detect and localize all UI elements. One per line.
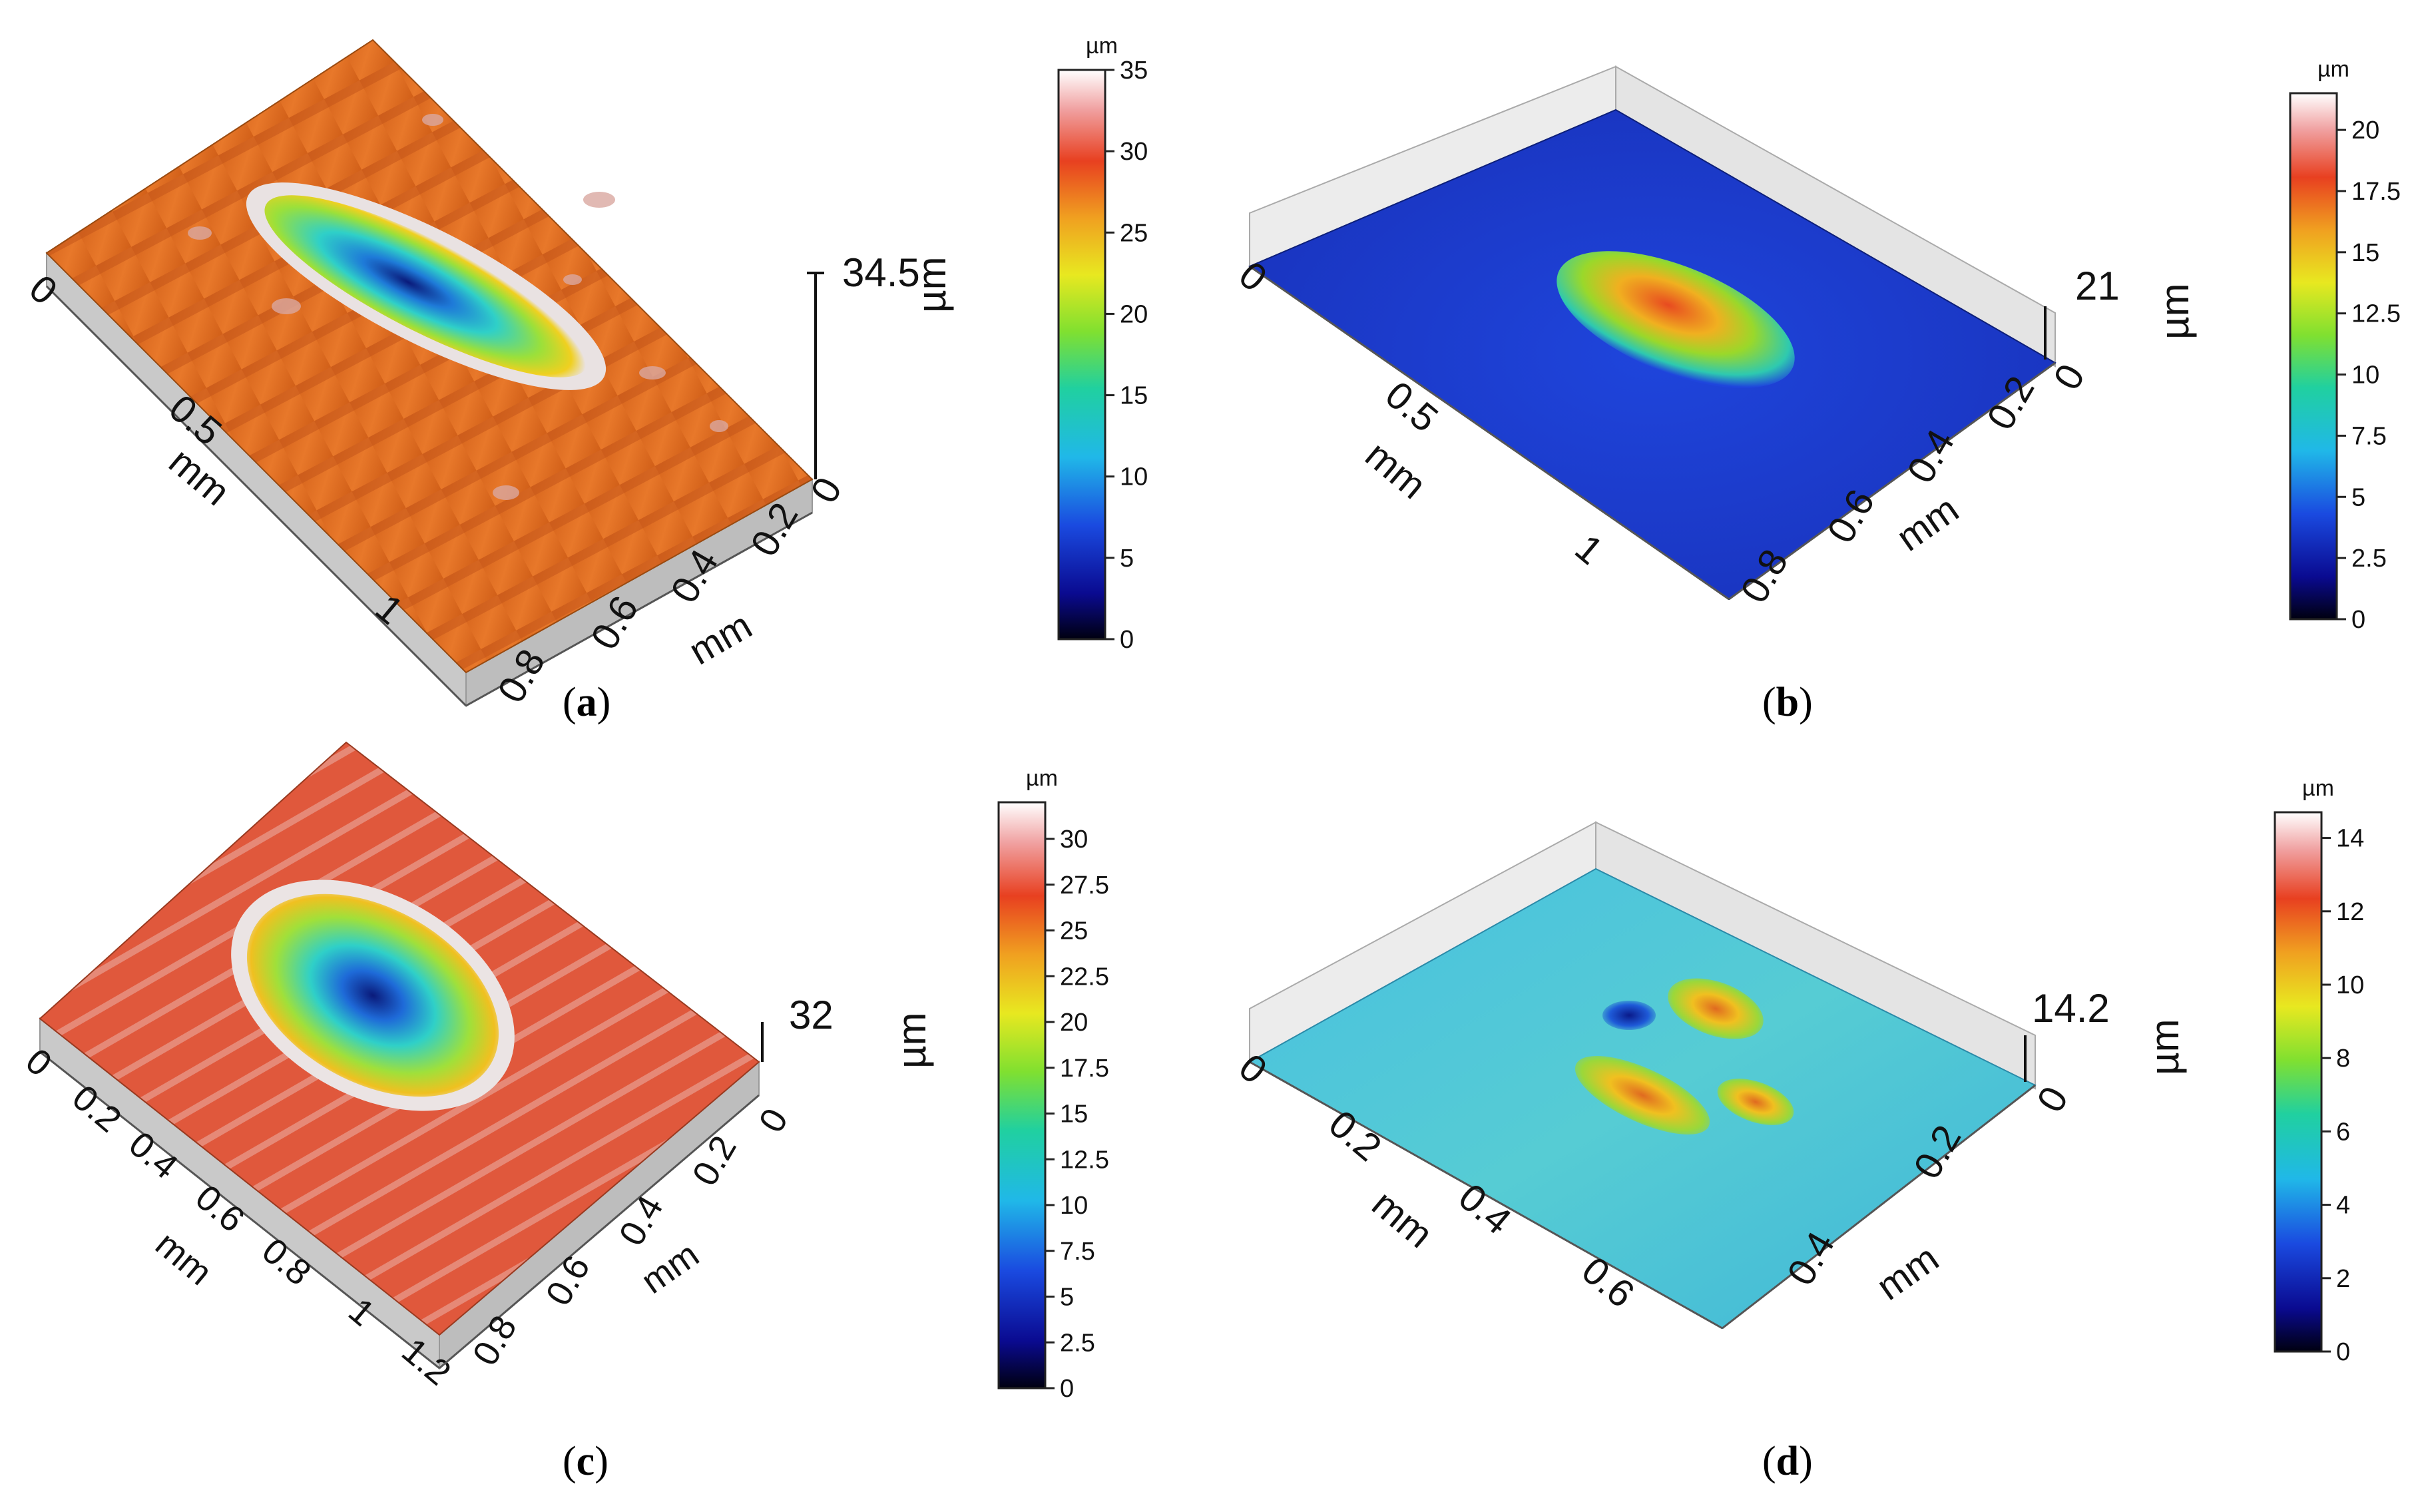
z-max-label: 21 bbox=[2075, 264, 2120, 308]
colorbar-unit: µm bbox=[2317, 57, 2349, 82]
colorbar-tick-label: 15 bbox=[1060, 1101, 1088, 1129]
colorbar-tick-label: 0 bbox=[1120, 626, 1134, 654]
colorbar-tick-label: 4 bbox=[2336, 1192, 2350, 1220]
caption-c: (c) bbox=[563, 1439, 608, 1484]
wear-bump bbox=[1668, 978, 1764, 1039]
surface-plot-d: 14.2 µm 0 0.2 0.4 0.6 mm 0.4 0.2 0 mm bbox=[1231, 821, 2187, 1330]
colorbar-tick-label: 5 bbox=[1060, 1284, 1074, 1312]
colorbar-tick-label: 17.5 bbox=[1060, 1055, 1109, 1083]
surface-plot-a: 34.5 µm 0 0.5 1 mm 0.8 0.6 0.4 0.2 0 mm bbox=[21, 39, 954, 710]
colorbar-tick-label: 5 bbox=[1120, 545, 1134, 573]
panel-b: 21 µm 0 0.5 1 mm 0.8 0.6 0.4 0.2 0 mm µm… bbox=[1210, 0, 2420, 756]
back-right-wall bbox=[1615, 65, 2056, 368]
colorbar-tick-label: 7.5 bbox=[2351, 422, 2387, 450]
caption-b: (b) bbox=[1762, 680, 1813, 725]
colorbar-unit: µm bbox=[1026, 766, 1058, 791]
panel-d: 14.2 µm 0 0.2 0.4 0.6 mm 0.4 0.2 0 mm µm… bbox=[1210, 756, 2420, 1512]
caption-a: (a) bbox=[563, 680, 611, 725]
colorbar-tick-label: 12.5 bbox=[2351, 300, 2401, 328]
colorbar-tick-label: 10 bbox=[2336, 971, 2364, 999]
colorbar-tick-label: 7.5 bbox=[1060, 1238, 1095, 1266]
panel-c: 32 µm 0 0.2 0.4 0.6 0.8 1 1.2 mm 0.8 0.6… bbox=[0, 741, 1210, 1512]
panel-a: 34.5 µm 0 0.5 1 mm 0.8 0.6 0.4 0.2 0 mm … bbox=[0, 0, 1210, 756]
crater bbox=[246, 893, 499, 1097]
colorbar-tick-label: 30 bbox=[1060, 826, 1088, 854]
colorbar-tick-label: 30 bbox=[1120, 138, 1148, 166]
colorbar-unit: µm bbox=[2302, 776, 2334, 801]
colorbar-tick-label: 5 bbox=[2351, 483, 2365, 511]
colorbar-tick-label: 12 bbox=[2336, 898, 2364, 926]
colorbar-tick-label: 0 bbox=[1060, 1375, 1074, 1403]
colorbar-tick-label: 14 bbox=[2336, 825, 2364, 853]
colorbar-tick-label: 25 bbox=[1060, 917, 1088, 945]
colorbar-c: µm 0 2.5 5 7.5 10 12.5 15 17.5 20 22.5 25 27.5 30 bbox=[997, 766, 1109, 1403]
colorbar-gradient bbox=[997, 801, 1047, 1389]
caption-letter: c bbox=[576, 1439, 595, 1484]
colorbar-tick-label: 2.5 bbox=[1060, 1329, 1095, 1357]
colorbar-tick-label: 20 bbox=[1060, 1009, 1088, 1037]
colorbar-tick-label: 20 bbox=[1120, 300, 1148, 328]
z-max-label: 14.2 bbox=[2032, 986, 2110, 1031]
z-unit-label: µm bbox=[909, 256, 954, 313]
colorbar-gradient bbox=[2274, 811, 2323, 1353]
colorbar-tick-label: 6 bbox=[2336, 1118, 2350, 1146]
z-max-label: 34.5 bbox=[842, 250, 920, 295]
surface-specks bbox=[188, 114, 728, 500]
surface-plot-b: 21 µm 0 0.5 1 mm 0.8 0.6 0.4 0.2 0 mm bbox=[1231, 65, 2197, 611]
colorbar-tick-label: 2 bbox=[2336, 1265, 2350, 1293]
caption-d: (d) bbox=[1762, 1439, 1813, 1484]
surface-plot-c: 32 µm 0 0.2 0.4 0.6 0.8 1 1.2 mm 0.8 0.6… bbox=[18, 741, 934, 1393]
colorbar-gradient bbox=[2289, 92, 2338, 621]
colorbar-unit: µm bbox=[1086, 33, 1118, 59]
colorbar-tick-label: 10 bbox=[1120, 463, 1148, 491]
colorbar-b: µm 0 2.5 5 7.5 10 12.5 15 17.5 20 bbox=[2289, 57, 2401, 634]
caption-letter: b bbox=[1776, 680, 1800, 725]
wear-pit bbox=[1602, 1001, 1656, 1030]
colorbar-tick-label: 8 bbox=[2336, 1045, 2350, 1073]
z-unit-label: µm bbox=[889, 1012, 934, 1069]
colorbar-tick-label: 25 bbox=[1120, 219, 1148, 247]
colorbar-tick-label: 12.5 bbox=[1060, 1146, 1109, 1174]
colorbar-tick-label: 35 bbox=[1120, 57, 1148, 85]
colorbar-tick-label: 15 bbox=[1120, 382, 1148, 410]
colorbar-tick-label: 0 bbox=[2351, 606, 2365, 634]
back-right-wall bbox=[1595, 821, 2036, 1090]
surface-top bbox=[45, 39, 814, 674]
colorbar-tick-label: 27.5 bbox=[1060, 872, 1109, 899]
crater bbox=[264, 195, 588, 378]
colorbar-tick-label: 22.5 bbox=[1060, 963, 1109, 991]
colorbar-tick-label: 15 bbox=[2351, 239, 2379, 267]
colorbar-tick-label: 10 bbox=[2351, 362, 2379, 389]
colorbar-gradient bbox=[1057, 69, 1106, 640]
colorbar-tick-label: 20 bbox=[2351, 117, 2379, 144]
colorbar-tick-label: 2.5 bbox=[2351, 545, 2387, 573]
wear-bump bbox=[1717, 1079, 1794, 1125]
colorbar-tick-label: 10 bbox=[1060, 1192, 1088, 1220]
caption-letter: a bbox=[576, 680, 597, 725]
colorbar-d: µm 0 2 4 6 8 10 12 14 bbox=[2274, 776, 2364, 1366]
z-unit-label: µm bbox=[2142, 1019, 2187, 1075]
wear-bump bbox=[1574, 1056, 1710, 1134]
colorbar-tick-label: 0 bbox=[2336, 1338, 2350, 1366]
z-unit-label: µm bbox=[2152, 283, 2197, 340]
wear-bump bbox=[1557, 251, 1795, 388]
z-max-label: 32 bbox=[789, 993, 834, 1037]
colorbar-tick-label: 17.5 bbox=[2351, 178, 2401, 206]
caption-letter: d bbox=[1776, 1439, 1800, 1484]
colorbar-a: µm 0 5 10 15 20 25 30 35 bbox=[1057, 33, 1148, 654]
